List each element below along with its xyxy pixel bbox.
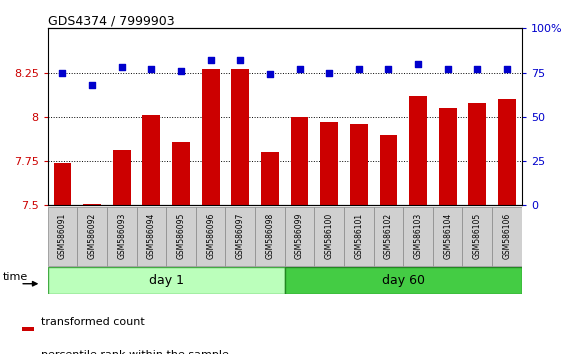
Point [147, 66, 156, 72]
Bar [255, 207, 284, 266]
Bar [54, 163, 71, 205]
Text: GSM586095: GSM586095 [177, 213, 186, 259]
Text: GSM586103: GSM586103 [413, 213, 422, 259]
Bar [439, 108, 457, 205]
Bar [291, 117, 309, 205]
Bar [284, 207, 314, 266]
Point [206, 57, 215, 63]
Bar [261, 152, 279, 205]
Text: GSM586104: GSM586104 [443, 213, 452, 259]
Bar [77, 207, 107, 266]
Bar [48, 267, 284, 294]
Bar [468, 103, 486, 205]
Bar [403, 207, 433, 266]
Text: GSM586099: GSM586099 [295, 213, 304, 259]
Bar [196, 207, 226, 266]
Bar [172, 142, 190, 205]
Text: time: time [2, 272, 27, 282]
Bar [344, 207, 374, 266]
Bar [374, 207, 403, 266]
Point [117, 64, 126, 70]
Bar [166, 207, 196, 266]
Text: GSM586091: GSM586091 [58, 213, 67, 259]
Bar [350, 124, 367, 205]
Bar [433, 207, 462, 266]
Bar [226, 207, 255, 266]
Point [295, 66, 304, 72]
Point [413, 61, 422, 67]
Text: GSM586097: GSM586097 [236, 213, 245, 259]
Bar [142, 115, 160, 205]
Bar [113, 150, 131, 205]
Bar [83, 204, 101, 205]
Text: GSM586102: GSM586102 [384, 213, 393, 259]
Bar [409, 96, 427, 205]
Bar [492, 207, 522, 266]
Text: GSM586105: GSM586105 [473, 213, 482, 259]
Text: GSM586093: GSM586093 [117, 213, 126, 259]
Bar [48, 207, 77, 266]
Point [443, 66, 452, 72]
Bar [231, 69, 249, 205]
Bar [22, 327, 34, 331]
Bar [498, 99, 516, 205]
Point [473, 66, 482, 72]
Text: GSM586101: GSM586101 [355, 213, 364, 259]
Bar [202, 69, 219, 205]
Text: transformed count: transformed count [42, 317, 145, 327]
Text: GSM586096: GSM586096 [206, 213, 215, 259]
Text: GSM586094: GSM586094 [147, 213, 156, 259]
Text: GSM586106: GSM586106 [503, 213, 512, 259]
Bar [284, 267, 522, 294]
Point [503, 66, 512, 72]
Bar [314, 207, 344, 266]
Point [384, 66, 393, 72]
Point [58, 70, 67, 75]
Text: GSM586100: GSM586100 [325, 213, 334, 259]
Point [88, 82, 96, 88]
Text: GDS4374 / 7999903: GDS4374 / 7999903 [48, 14, 174, 27]
Bar [320, 122, 338, 205]
Bar [462, 207, 492, 266]
Point [177, 68, 186, 74]
Point [236, 57, 245, 63]
Point [265, 72, 274, 77]
Bar [379, 135, 397, 205]
Bar [136, 207, 166, 266]
Point [355, 66, 364, 72]
Text: percentile rank within the sample: percentile rank within the sample [42, 350, 229, 354]
Text: GSM586092: GSM586092 [88, 213, 96, 259]
Point [325, 70, 334, 75]
Bar [107, 207, 136, 266]
Text: day 1: day 1 [149, 274, 183, 287]
Text: GSM586098: GSM586098 [265, 213, 274, 259]
Text: day 60: day 60 [381, 274, 425, 287]
